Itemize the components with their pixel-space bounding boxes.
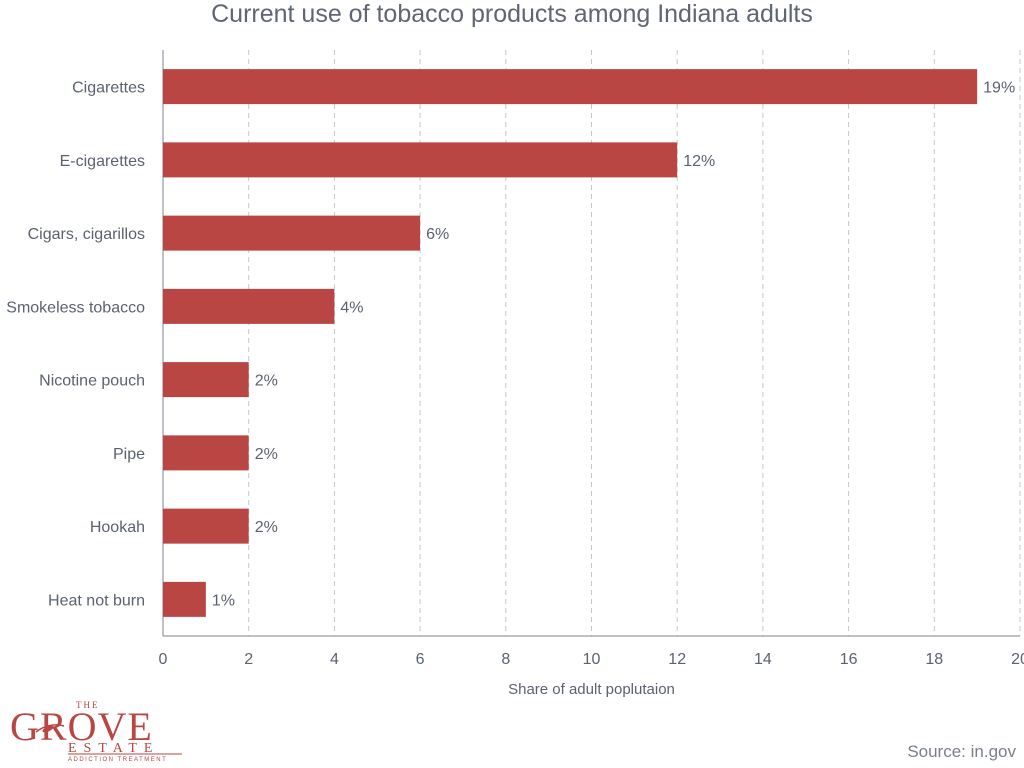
chart-title: Current use of tobacco products among In… [211,0,813,28]
x-tick-label: 0 [159,651,168,668]
x-tick-label: 2 [244,651,253,668]
data-label: 4% [340,299,363,316]
bar [163,581,206,617]
bar [163,142,678,178]
data-label: 2% [255,519,278,536]
logo-the-text: THE [76,700,100,710]
grove-estate-logo: THE GROVE ESTATE ADDICTION TREATMENT [10,700,182,762]
x-tick-label: 6 [416,651,425,668]
data-label: 6% [426,226,449,243]
data-label: 19% [983,80,1015,97]
logo-tagline-text: ADDICTION TREATMENT [68,757,167,762]
x-tick-label: 14 [754,651,772,668]
x-tick-label: 12 [668,651,686,668]
x-tick-label: 8 [501,651,510,668]
y-tick-label: Cigarettes [72,80,145,97]
x-tick-label: 18 [925,651,943,668]
x-tick-label: 10 [583,651,601,668]
x-tick-label: 4 [330,651,339,668]
x-tick-label: 16 [840,651,858,668]
y-tick-label: Pipe [113,446,145,463]
y-tick-label: E-cigarettes [60,153,145,170]
x-axis-label: Share of adult poplutaion [508,681,675,698]
logo-main-text: GROVE [10,704,153,749]
bar [163,288,335,324]
y-tick-label: Hookah [90,519,145,536]
bar [163,69,978,105]
x-tick-label: 20 [1011,651,1024,668]
source-note: Source: in.gov [907,742,1016,761]
bar [163,435,249,471]
logo-sub-text: ESTATE [68,741,159,756]
y-tick-label: Nicotine pouch [39,373,145,390]
bar [163,508,249,544]
data-label: 2% [255,446,278,463]
data-label: 12% [683,153,715,170]
bar [163,362,249,398]
data-label: 1% [212,592,235,609]
y-tick-label: Cigars, cigarillos [28,226,145,243]
y-tick-label: Smokeless tobacco [6,299,145,316]
data-label: 2% [255,373,278,390]
bar [163,215,421,251]
y-tick-label: Heat not burn [48,592,145,609]
